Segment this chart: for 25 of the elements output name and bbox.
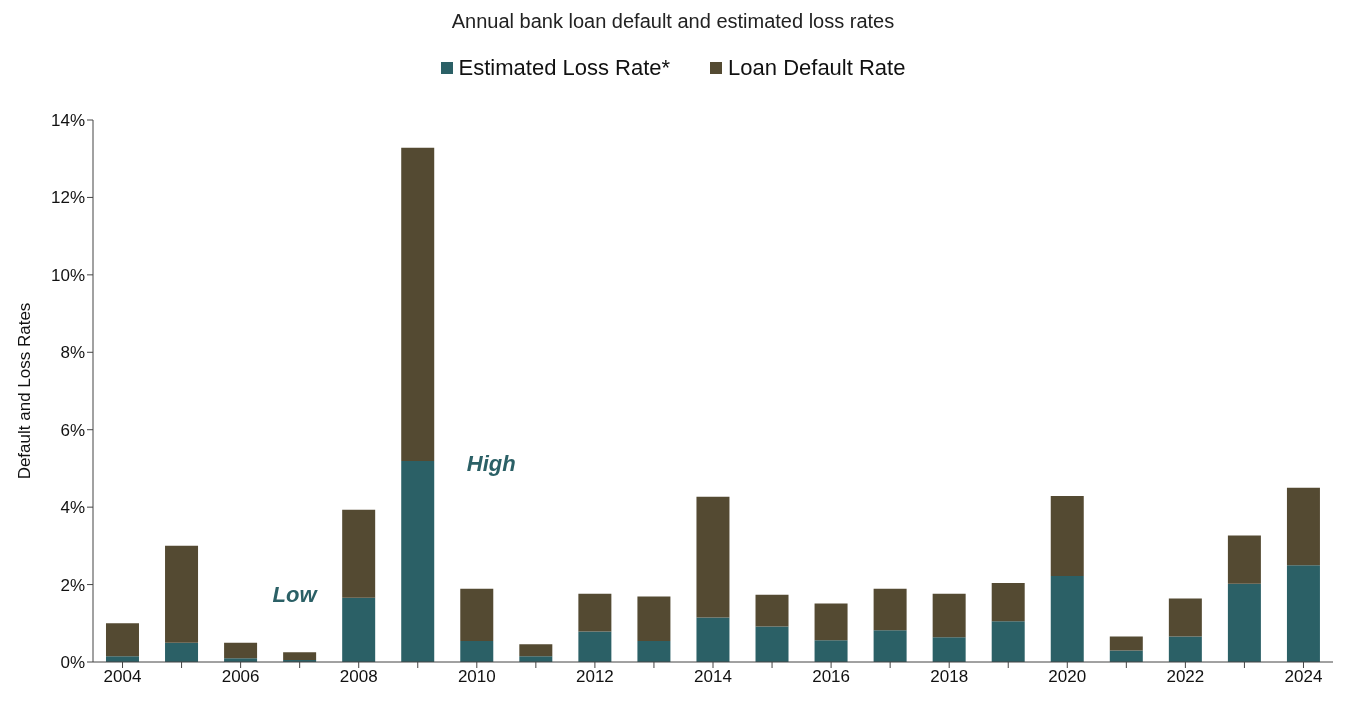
y-tick-label: 14%	[50, 111, 85, 131]
x-tick-label: 2014	[694, 667, 732, 687]
annotation: High	[466, 450, 516, 477]
y-tick-label: 2%	[60, 575, 85, 595]
chart-title: Annual bank loan default and estimated loss rates	[450, 9, 896, 34]
annotation: Low	[272, 582, 317, 609]
y-tick-label: 8%	[60, 343, 85, 363]
y-tick-label: 12%	[50, 188, 85, 208]
x-tick-label: 2016	[812, 667, 851, 687]
x-tick-label: 2008	[339, 667, 378, 687]
legend-label: Estimated Loss Rate*	[457, 54, 671, 82]
x-tick-label: 2012	[575, 667, 614, 687]
x-tick-label: 2022	[1166, 667, 1205, 687]
x-tick-label: 2006	[221, 667, 260, 687]
x-tick-label: 2010	[457, 667, 496, 687]
x-tick-label: 2020	[1048, 667, 1087, 687]
y-tick-label: 0%	[60, 653, 85, 673]
y-tick-label: 6%	[60, 420, 85, 440]
y-tick-label: 4%	[60, 498, 85, 518]
y-tick-label: 10%	[50, 265, 85, 285]
x-tick-label: 2024	[1284, 667, 1323, 687]
x-tick-label: 2004	[103, 667, 142, 687]
x-tick-label: 2018	[930, 667, 969, 687]
y-axis-title: Default and Loss Rates	[15, 302, 35, 480]
legend-label: Loan Default Rate	[727, 54, 906, 82]
